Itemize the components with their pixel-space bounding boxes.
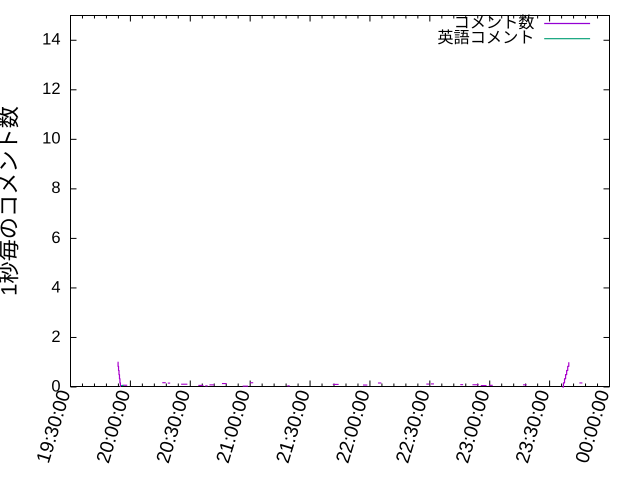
svg-text:14: 14 bbox=[42, 31, 60, 49]
svg-text:4: 4 bbox=[51, 278, 60, 296]
svg-text:23:00:00: 23:00:00 bbox=[452, 388, 494, 466]
svg-text:21:30:00: 21:30:00 bbox=[273, 388, 315, 466]
svg-text:21:00:00: 21:00:00 bbox=[213, 388, 255, 466]
svg-text:23:30:00: 23:30:00 bbox=[512, 388, 554, 466]
svg-text:2: 2 bbox=[51, 328, 60, 346]
svg-text:22:00:00: 22:00:00 bbox=[333, 388, 375, 466]
svg-text:10: 10 bbox=[42, 130, 60, 148]
svg-text:英語コメント: 英語コメント bbox=[437, 29, 534, 47]
svg-text:8: 8 bbox=[51, 179, 60, 197]
svg-text:00:00:00: 00:00:00 bbox=[572, 388, 614, 466]
svg-text:1秒毎のコメント数: 1秒毎のコメント数 bbox=[0, 106, 22, 296]
svg-text:12: 12 bbox=[42, 80, 60, 98]
svg-text:22:30:00: 22:30:00 bbox=[393, 388, 435, 466]
svg-text:6: 6 bbox=[51, 229, 60, 247]
svg-text:19:30:00: 19:30:00 bbox=[33, 388, 75, 466]
svg-text:20:30:00: 20:30:00 bbox=[153, 388, 195, 466]
svg-text:20:00:00: 20:00:00 bbox=[93, 388, 135, 466]
